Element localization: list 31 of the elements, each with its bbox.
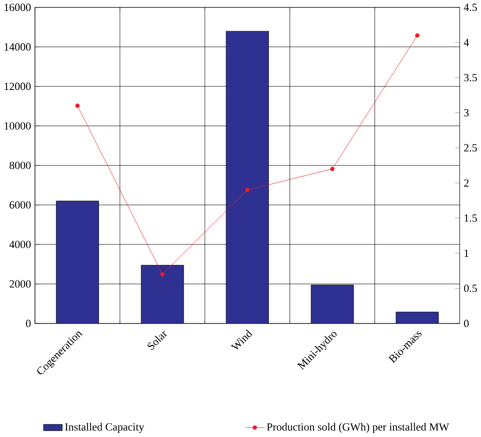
point	[245, 188, 250, 192]
legend-label: Installed Capacity	[65, 423, 144, 434]
point	[330, 166, 335, 172]
bar	[310, 284, 354, 324]
y2-tick-label: 2	[464, 180, 469, 187]
y2-tick-label: 4.5	[464, 4, 477, 12]
bar	[396, 312, 439, 324]
legend-label: Production sold (GWh) per installed MW	[266, 423, 450, 434]
y-tick-label: 16000	[4, 4, 31, 12]
y-tick-label: 10000	[4, 122, 31, 130]
point	[75, 104, 80, 108]
y2-tick-label: 0	[464, 320, 469, 328]
y2-tick-label: 3.5	[464, 74, 477, 82]
y2-tick-label: 3	[464, 109, 469, 117]
y2-tick-label: 0.5	[464, 284, 477, 292]
bar	[56, 200, 99, 324]
y-tick-label: 14000	[4, 43, 31, 51]
y-tick-label: 12000	[4, 82, 31, 90]
point	[415, 33, 420, 38]
y2-tick-label: 4	[464, 39, 469, 46]
y-tick-label: 8000	[10, 162, 31, 170]
y2-tick-label: 2.5	[464, 144, 477, 152]
y-tick-label: 2000	[10, 280, 31, 288]
y-tick-label: 0	[26, 320, 31, 328]
y2-tick-label: 1	[464, 250, 468, 258]
bar	[140, 265, 184, 324]
y2-tick-label: 1.5	[464, 214, 477, 222]
point	[160, 272, 165, 277]
y-tick-label: 4000	[9, 240, 31, 248]
y-tick-label: 6000	[10, 201, 31, 209]
bar	[226, 31, 269, 324]
